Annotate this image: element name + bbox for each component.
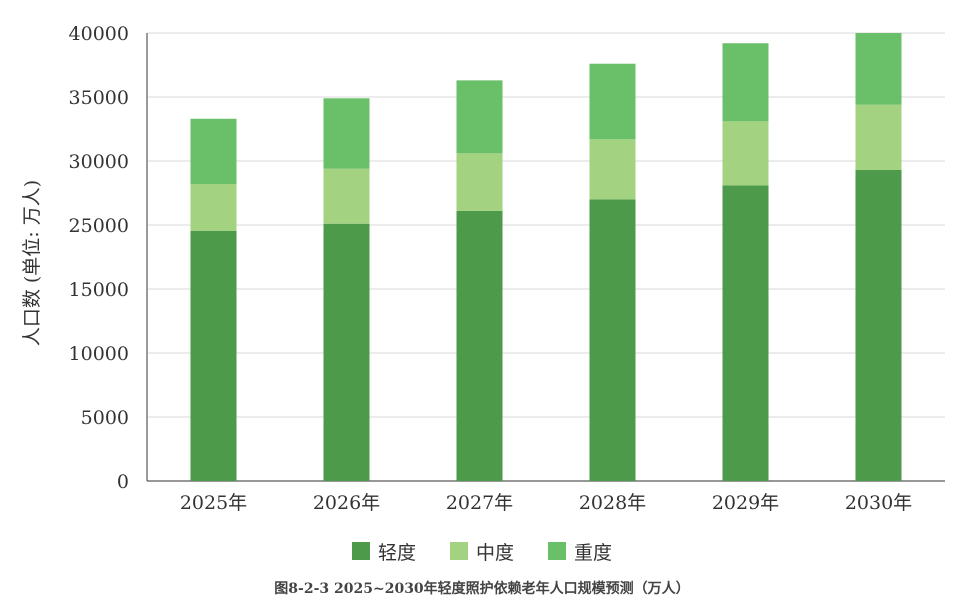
stacked-bar-chart: 0 5000 10000 15000 25000 30000 35000 40000 人口数 (… <box>21 23 945 514</box>
y-tick-label: 15000 <box>69 279 129 301</box>
x-tick-label: 2028年 <box>579 492 646 514</box>
legend-swatch-mild <box>351 542 370 560</box>
bar-segment-severe <box>722 43 769 122</box>
y-tick-label: 0 <box>117 471 129 493</box>
y-tick-label: 30000 <box>69 151 129 173</box>
bar-segment-severe <box>190 118 237 185</box>
bar-segment-mild <box>323 223 370 481</box>
y-tick-label: 40000 <box>69 23 129 45</box>
bar-segment-severe <box>855 33 902 105</box>
bar-segment-moderate <box>456 153 503 211</box>
y-tick-label: 5000 <box>81 407 129 429</box>
legend-swatch-severe <box>548 542 566 560</box>
x-tick-label: 2030年 <box>845 492 912 514</box>
bar-segment-severe <box>323 98 370 169</box>
legend-item-mild: 轻度 <box>351 538 416 565</box>
bar-segment-mild <box>456 210 503 482</box>
chart-caption: 图8-2-3 2025~2030年轻度照护依赖老年人口规模预测（万人） <box>274 581 690 597</box>
bar-segment-mild <box>722 185 769 481</box>
legend-label-moderate: 中度 <box>475 541 514 564</box>
legend-item-moderate: 中度 <box>449 538 514 565</box>
bar-segment-moderate <box>190 184 237 231</box>
legend-label-mild: 轻度 <box>377 541 416 564</box>
bar-segment-mild <box>589 199 636 481</box>
y-tick-label: 25000 <box>69 215 129 237</box>
bar-segment-mild <box>855 169 902 481</box>
x-tick-label: 2026年 <box>313 492 380 514</box>
bar-segment-moderate <box>589 139 636 200</box>
x-tick-label: 2029年 <box>712 492 779 514</box>
y-tick-label: 35000 <box>69 87 129 109</box>
y-axis-title: 人口数 (单位: 万人) <box>21 180 43 346</box>
legend-item-severe: 重度 <box>548 538 612 565</box>
x-tick-label: 2027年 <box>446 492 513 514</box>
y-tick-label: 10000 <box>69 343 129 365</box>
legend-label-severe: 重度 <box>574 541 613 564</box>
bar-segment-moderate <box>855 104 902 170</box>
bar-segment-severe <box>589 63 636 140</box>
bar-segment-mild <box>190 230 237 481</box>
bar-segment-moderate <box>722 121 769 186</box>
chart-legend: 轻度 中度 重度 <box>0 538 964 564</box>
bar-segment-moderate <box>323 168 370 224</box>
bar-segment-severe <box>456 80 503 154</box>
legend-swatch-moderate <box>449 542 468 560</box>
x-tick-label: 2025年 <box>180 492 247 514</box>
